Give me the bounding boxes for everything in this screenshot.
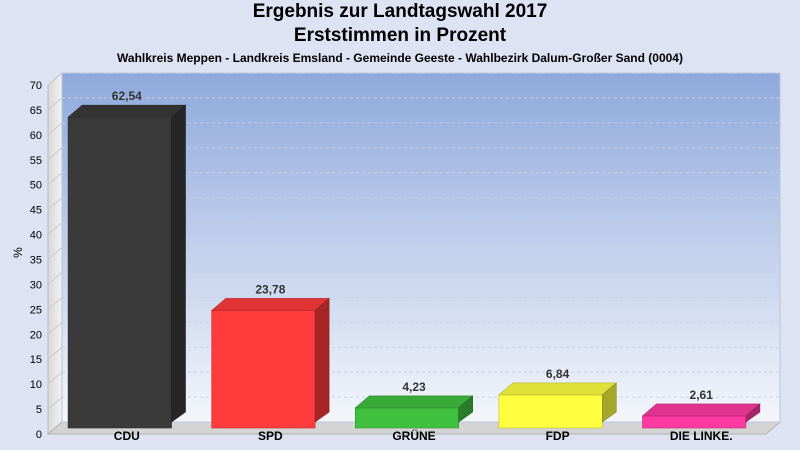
y-axis-title: %	[11, 247, 25, 258]
bar-spd: 23,78	[210, 282, 330, 429]
data-label: 23,78	[255, 282, 285, 296]
gridline-side	[47, 172, 63, 186]
y-tick-label: 15	[30, 354, 42, 366]
bar-top	[67, 104, 187, 118]
gridline-side	[47, 72, 63, 86]
gridline-side	[47, 296, 63, 310]
y-tick-label: 35	[30, 255, 42, 267]
bar-top	[210, 298, 330, 311]
bar-fdp: 6,84	[498, 367, 618, 429]
y-tick-label: 40	[30, 230, 42, 242]
gridline-side	[47, 147, 63, 161]
bar-side	[314, 297, 330, 423]
bar-side	[745, 403, 761, 423]
gridline-side	[47, 222, 63, 235]
y-tick-label: 60	[30, 130, 42, 142]
bar-grüne: 4,23	[354, 380, 474, 429]
chart-title-line2: Erststimmen in Prozent	[293, 25, 507, 46]
y-tick-label: 55	[30, 155, 42, 167]
x-tick-label: GRÜNE	[392, 428, 435, 443]
gridline-side	[47, 197, 63, 211]
bar-top	[498, 382, 618, 396]
y-tick-label: 45	[30, 205, 42, 217]
bar-side	[601, 382, 617, 423]
bar-side	[171, 104, 186, 423]
bars: 62,54 23,78 4,23 6,84 2,61	[67, 89, 761, 429]
gridline-side	[47, 321, 63, 335]
data-label: 2,61	[690, 388, 714, 402]
chart-subtitle: Wahlkreis Meppen - Landkreis Emsland - G…	[117, 51, 683, 65]
y-tick-label: 30	[30, 279, 42, 291]
chart-header: Ergebnis zur Landtagswahl 2017 Erststimm…	[0, 0, 800, 65]
bar-front	[211, 310, 316, 429]
y-tick-label: 65	[30, 105, 42, 117]
gridline-side	[47, 247, 63, 260]
x-axis: CDU SPD GRÜNE FDP DIE LINKE.	[114, 428, 733, 443]
y-tick-label: 20	[30, 329, 42, 341]
data-label: 62,54	[112, 89, 142, 103]
gridline-side	[47, 346, 63, 360]
data-label: 4,23	[402, 380, 426, 394]
y-axis: 0 5 10 15 20 25 30 35 40 45 50 55 60 65 70	[30, 80, 42, 441]
x-tick-label: FDP	[546, 429, 570, 443]
x-tick-label: CDU	[114, 429, 140, 443]
x-tick-label: DIE LINKE.	[670, 429, 733, 443]
bar-front	[67, 116, 172, 429]
y-tick-label: 70	[30, 80, 42, 92]
y-tick-label: 50	[30, 180, 42, 192]
x-tick-label: SPD	[258, 429, 283, 443]
bar-front	[498, 394, 603, 429]
gridline-side	[47, 371, 63, 385]
chart-title: Ergebnis zur Landtagswahl 2017	[252, 1, 548, 22]
y-tick-label: 5	[36, 404, 42, 416]
y-tick-label: 0	[36, 429, 42, 441]
gridlines	[47, 72, 780, 410]
gridline-side	[47, 272, 63, 285]
gridline-side	[47, 122, 63, 136]
data-label: 6,84	[546, 367, 570, 381]
bar-top	[641, 403, 761, 417]
bar-front	[642, 415, 747, 429]
bar-cdu: 62,54	[67, 89, 187, 429]
gridline-side	[47, 396, 63, 410]
bar-side	[458, 395, 473, 423]
y-tick-label: 25	[30, 304, 42, 316]
gridline-side	[47, 97, 63, 111]
bar-top	[354, 395, 474, 409]
bar-front	[355, 407, 459, 429]
y-tick-label: 10	[30, 379, 42, 391]
bar-die-linke: 2,61	[641, 388, 761, 429]
